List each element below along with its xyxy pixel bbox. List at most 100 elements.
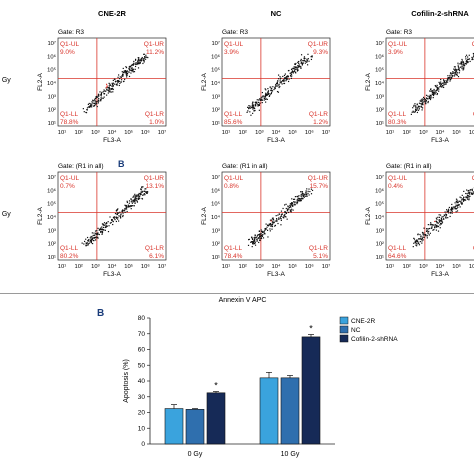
event-dot (132, 63, 134, 65)
event-dot (116, 213, 118, 215)
event-dot (86, 244, 88, 246)
event-dot (419, 238, 421, 240)
event-dot (437, 87, 439, 89)
event-dot (112, 79, 114, 82)
event-dot (253, 239, 255, 241)
event-dot (139, 62, 141, 64)
event-dot (92, 234, 94, 237)
event-dot (251, 103, 254, 105)
event-dot (457, 76, 460, 78)
x-tick-label: 10⁷ (158, 129, 167, 136)
event-dot (144, 56, 146, 58)
y-tick-label: 10⁴ (47, 80, 56, 87)
event-dot (431, 93, 433, 95)
event-dot (421, 107, 424, 109)
event-dot (296, 70, 299, 72)
x-tick-label: 10¹ (222, 264, 230, 270)
event-dot (114, 212, 117, 215)
event-dot (277, 217, 280, 219)
event-dot (415, 106, 417, 108)
y-axis-label: FL2-A (201, 206, 208, 224)
event-dot (250, 114, 252, 116)
event-dot (451, 203, 453, 206)
event-dot (114, 83, 116, 85)
event-dot (130, 67, 133, 69)
event-dot (254, 107, 256, 110)
event-dot (287, 211, 290, 214)
event-dot (144, 58, 147, 60)
event-dot (265, 93, 268, 95)
event-dot (421, 237, 424, 239)
event-dot (300, 200, 302, 202)
event-dot (267, 91, 269, 93)
event-dot (452, 72, 454, 74)
bar (301, 336, 321, 445)
event-dot (106, 85, 108, 87)
event-dot (422, 100, 424, 102)
event-dot (438, 216, 441, 218)
event-dot (97, 94, 99, 96)
event-dot (276, 219, 278, 221)
event-dot (133, 63, 135, 65)
event-dot (97, 227, 99, 229)
quadrant-pct-ur: 15.7% (310, 183, 329, 190)
event-dot (276, 85, 278, 87)
event-dot (471, 189, 473, 192)
event-dot (305, 190, 307, 192)
event-dot (261, 230, 263, 232)
event-dot (413, 238, 416, 240)
event-dot (465, 63, 467, 65)
event-dot (94, 98, 96, 100)
event-dot (429, 232, 431, 234)
event-dot (95, 96, 98, 98)
event-dot (436, 93, 438, 96)
event-dot (436, 87, 438, 89)
event-dot (428, 234, 430, 236)
quadrant-pct-lr: 1.0% (149, 119, 164, 126)
event-dot (277, 78, 280, 80)
event-dot (436, 224, 438, 226)
event-dot (429, 96, 431, 98)
event-dot (137, 194, 139, 196)
event-dot (458, 72, 460, 74)
event-dot (440, 217, 443, 220)
event-dot (270, 89, 272, 92)
plot-frame (385, 171, 474, 261)
event-dot (104, 226, 106, 229)
event-dot (251, 246, 253, 248)
event-dot (301, 192, 304, 194)
event-dot (453, 72, 455, 74)
x-axis-label: FL3-A (267, 271, 285, 278)
quadrant-label-ll: Q1-LL (60, 111, 78, 118)
event-dot (112, 220, 114, 222)
event-dot (420, 103, 422, 105)
event-dot (251, 238, 254, 241)
event-dot (410, 113, 412, 115)
gate-label: Gate: R3 (222, 29, 248, 36)
event-dot (94, 234, 96, 236)
event-dot (284, 211, 286, 213)
event-dot (274, 86, 276, 88)
event-dot (450, 73, 452, 75)
event-dot (447, 77, 449, 79)
event-dot (282, 80, 284, 82)
event-dot (267, 93, 270, 95)
event-dot (282, 79, 284, 81)
event-dot (423, 227, 425, 229)
event-dot (275, 84, 277, 86)
event-dot (250, 106, 253, 108)
event-dot (118, 80, 121, 82)
quadrant-pct-ul: 0.7% (60, 183, 75, 190)
event-dot (117, 212, 119, 214)
x-tick-label: 0 Gy (188, 451, 203, 458)
event-dot (310, 56, 312, 58)
event-dot (131, 64, 133, 66)
event-dot (268, 93, 270, 95)
event-dot (259, 238, 261, 240)
event-dot (114, 78, 116, 80)
x-tick-label: 10⁵ (124, 129, 133, 136)
event-dot (287, 80, 290, 83)
flow-panel: Gate: (R1 in all) Q1-UL0.4% Q1-UR Q1-LL64.6… (365, 163, 474, 278)
event-dot (142, 186, 144, 188)
event-dot (418, 108, 421, 110)
